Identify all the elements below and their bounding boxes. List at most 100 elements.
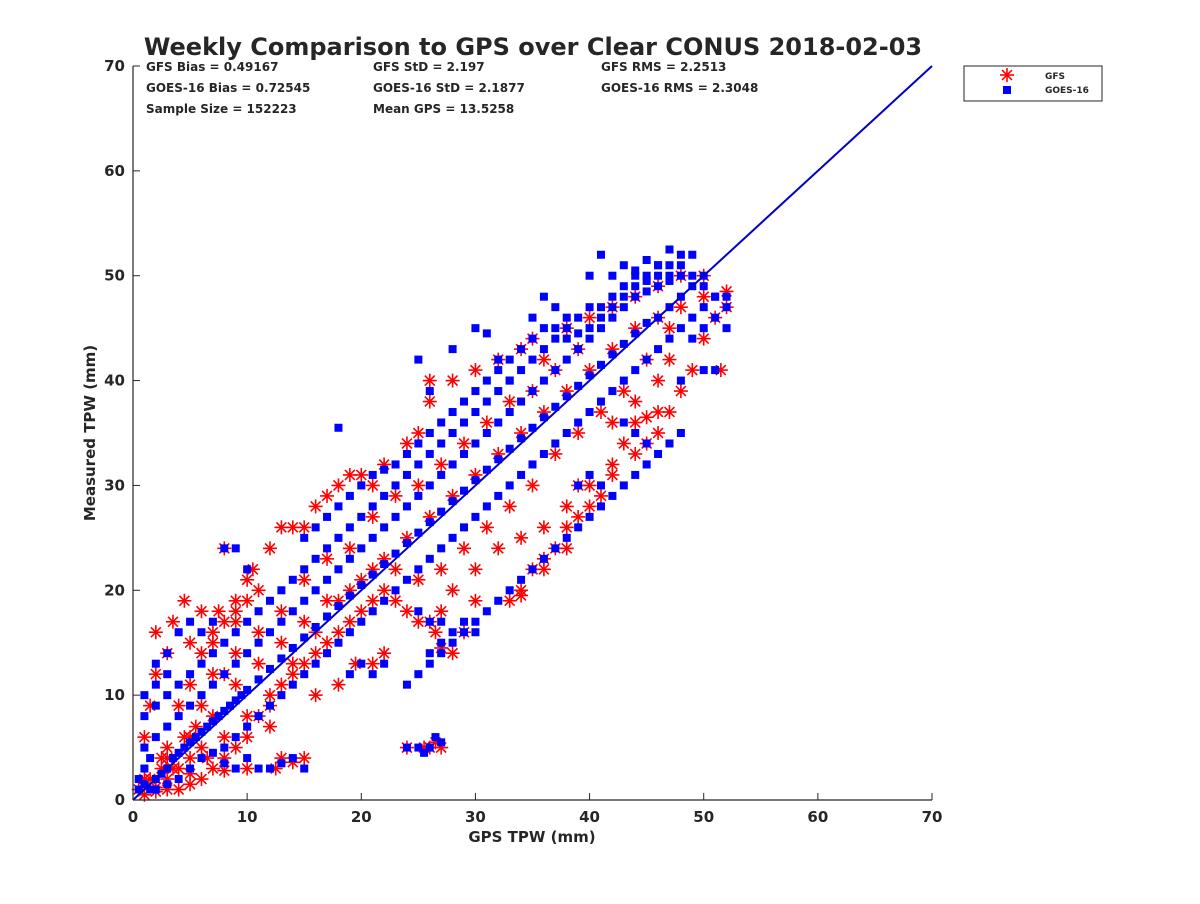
- goes16-point: [562, 429, 571, 437]
- goes16-point: [414, 491, 423, 500]
- goes16-point: [574, 329, 583, 338]
- goes16-point: [208, 748, 217, 757]
- goes16-point: [345, 554, 354, 563]
- goes16-point: [380, 659, 389, 668]
- goes16-point: [619, 261, 628, 270]
- goes16-point: [300, 596, 309, 605]
- goes16-point: [688, 271, 697, 280]
- goes16-point: [414, 355, 423, 364]
- goes16-point: [380, 491, 389, 500]
- goes16-point: [254, 607, 263, 616]
- goes16-point: [197, 628, 206, 637]
- goes16-point: [676, 271, 685, 280]
- gfs-point: [228, 677, 243, 692]
- gfs-point: [388, 593, 403, 608]
- goes16-point: [425, 481, 434, 490]
- goes16-point: [151, 659, 160, 668]
- goes16-point: [494, 366, 503, 375]
- gfs-point: [468, 562, 483, 577]
- goes16-point: [191, 733, 200, 742]
- goes16-point: [208, 617, 217, 626]
- goes16-point: [220, 670, 229, 679]
- gfs-point: [628, 394, 643, 409]
- goes16-point: [300, 565, 309, 574]
- x-axis-label: GPS TPW (mm): [468, 828, 595, 846]
- gfs-point: [217, 730, 232, 745]
- goes16-point: [265, 664, 274, 673]
- x-tick-label: 10: [237, 808, 258, 826]
- goes16-point: [402, 449, 411, 458]
- goes16-point: [425, 518, 434, 527]
- goes16-point: [151, 701, 160, 710]
- gfs-point: [342, 467, 357, 482]
- goes16-point: [368, 607, 377, 616]
- goes16-point: [402, 470, 411, 479]
- goes16-point: [494, 455, 503, 464]
- gfs-point: [651, 426, 666, 440]
- goes16-point: [665, 276, 674, 285]
- goes16-point: [471, 439, 480, 448]
- goes16-point: [448, 345, 457, 354]
- goes16-point: [243, 685, 252, 694]
- goes16-point: [231, 544, 240, 553]
- goes16-point: [608, 491, 617, 500]
- goes16-point: [380, 560, 389, 569]
- goes16-point: [482, 329, 491, 338]
- goes16-point: [265, 764, 274, 773]
- gfs-point: [468, 363, 483, 378]
- goes16-point: [231, 764, 240, 773]
- goes16-point: [323, 649, 332, 658]
- gfs-point: [262, 541, 277, 556]
- goes16-point: [163, 780, 172, 789]
- goes16-point: [517, 575, 526, 584]
- goes16-point: [596, 324, 605, 333]
- legend-asterisk-marker: [1000, 68, 1014, 82]
- gfs-point: [308, 499, 323, 514]
- gfs-point: [571, 509, 586, 524]
- goes16-point: [688, 250, 697, 259]
- gfs-point: [514, 530, 529, 545]
- goes16-point: [174, 775, 183, 784]
- goes16-point: [425, 659, 434, 668]
- y-tick-label: 30: [104, 476, 125, 494]
- goes16-point: [722, 303, 731, 312]
- gfs-point: [422, 373, 437, 388]
- gfs-point: [377, 583, 392, 598]
- goes16-point: [357, 659, 366, 668]
- goes16-point: [254, 675, 263, 684]
- goes16-point: [243, 649, 252, 658]
- goes16-point: [265, 701, 274, 710]
- gfs-point: [297, 614, 312, 629]
- goes16-point: [551, 324, 560, 333]
- goes16-point: [134, 785, 143, 794]
- goes16-point: [676, 261, 685, 270]
- goes16-point: [460, 486, 469, 495]
- goes16-point: [562, 355, 571, 364]
- gfs-point: [285, 520, 300, 535]
- goes16-point: [368, 533, 377, 542]
- goes16-point: [174, 748, 183, 757]
- goes16-point: [254, 764, 263, 773]
- legend-marker-goes16: [1003, 86, 1011, 94]
- goes16-point: [288, 680, 297, 689]
- goes16-point: [562, 334, 571, 343]
- goes16-point: [300, 764, 309, 773]
- gfs-point: [536, 352, 551, 367]
- gfs-point: [205, 761, 220, 776]
- goes16-point: [585, 408, 594, 417]
- gfs-point: [593, 488, 608, 503]
- goes16-point: [437, 649, 446, 658]
- goes16-point: [345, 628, 354, 637]
- goes16-point: [368, 470, 377, 479]
- goes16-point: [214, 712, 223, 721]
- gfs-point: [582, 478, 597, 493]
- goes16-point: [414, 743, 423, 752]
- goes16-point: [334, 565, 343, 574]
- gfs-point: [331, 478, 346, 493]
- goes16-point: [300, 670, 309, 679]
- gfs-point: [240, 572, 255, 587]
- goes16-point: [180, 743, 189, 752]
- goes16-point: [596, 360, 605, 369]
- gfs-point: [548, 446, 563, 461]
